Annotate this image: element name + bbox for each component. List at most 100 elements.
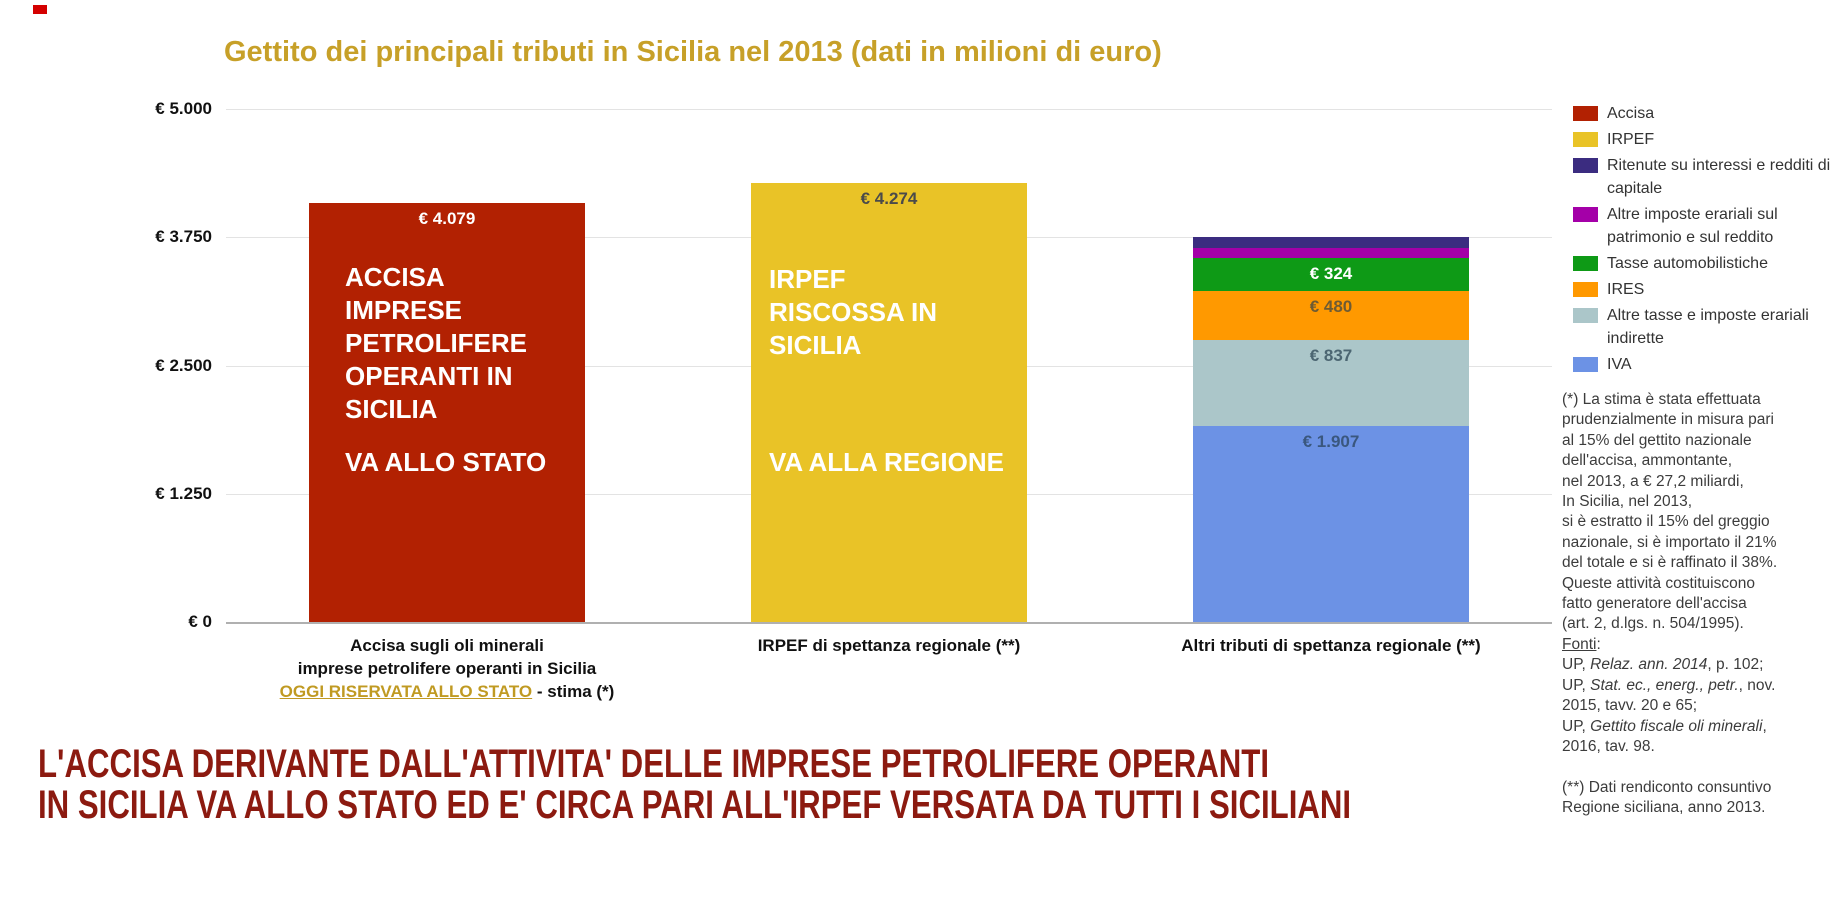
footnotes: (*) La stima è stata effettuata prudenzia… [1562,390,1846,819]
legend-item-label: IRES [1607,281,1645,298]
note-text: del totale e si è raffinato il 38%. [1562,554,1778,572]
y-axis-tick-label: € 3.750 [155,227,212,247]
annotation-line: SICILIA [769,330,862,361]
x-axis-category-label: Accisa sugli oli minerali imprese petroli… [197,634,697,703]
bar-accisa: € 4.079 ACCISA IMPRESE PETROLIFERE OPERANTI … [309,203,585,622]
annotation-line: OPERANTI IN [345,361,513,392]
legend-item-label: Tasse automobilistiche [1607,255,1768,272]
note-line: 2016, tav. 98. [1562,737,1846,757]
annotation-line: ACCISA [345,262,445,293]
note-line: Fonti: [1562,635,1846,655]
bar-altri-tributi: € 1.907 € 837 € 480 € 324 [1193,237,1469,622]
legend-item-irpef: IRPEF [1573,128,1846,151]
note-text: (*) La stima è stata effettuata [1562,391,1761,408]
note-text: si è estratto il 15% del greggio [1562,513,1770,531]
note-text: (**) Dati rendiconto consuntivo [1562,778,1772,796]
segment-value-label: € 837 [1309,346,1353,366]
category-label-text: Accisa sugli oli minerali [350,636,544,655]
bar-annotation-main: ACCISA IMPRESE PETROLIFERE OPERANTI IN SICIL… [345,261,527,426]
category-label-line: Accisa sugli oli minerali [197,634,697,657]
annotation-line: SICILIA [345,394,438,425]
red-mark [33,5,47,14]
category-label-text: IRPEF di spettanza regionale (**) [757,636,1021,655]
legend-item-accisa: Accisa [1573,102,1846,125]
legend-swatch [1573,132,1598,147]
note-line: nel 2013, a € 27,2 miliardi, [1562,472,1846,492]
note-text: Stat. ec., energ., petr. [1590,676,1739,694]
note-text: In Sicilia, nel 2013, [1562,493,1693,511]
annotation-line: IRPEF [769,264,846,295]
bar-annotation-footer: VA ALLO STATO [345,446,546,479]
bar-segment-irpef [751,183,1027,622]
bar-segment-ires [1193,291,1469,341]
note-text: dell'accisa, ammontante, [1562,452,1733,470]
note-text: (art. 2, d.lgs. n. 504/1995). [1562,615,1744,633]
legend-item-label: IVA [1607,356,1632,373]
segment-value-label: € 480 [1309,297,1353,317]
category-label-text: Altri tributi di spettanza regionale (**… [1181,636,1481,655]
legend-item-altre-tasse-e-imposte-erariali-indirette: Altre tasse e imposte erariali indirette [1573,304,1846,350]
note-text: UP, [1562,717,1591,735]
category-label-highlight: OGGI RISERVATA ALLO STATO [279,682,533,701]
bar-irpef: € 4.274 IRPEF RISCOSSA IN SICILIA VA ALLA RE… [751,183,1027,622]
note-text: al 15% del gettito nazionale [1562,431,1752,449]
gridline [226,109,1552,110]
legend-item-label: Altre tasse e imposte erariali indirette [1607,307,1809,347]
chart-legend: Accisa IRPEF Ritenute su interessi e reddi… [1573,102,1846,379]
note-text: fatto generatore dell'accisa [1562,595,1747,613]
note-text: UP, [1562,676,1591,694]
annotation-line: IMPRESE [345,295,463,326]
note-text: Relaz. ann. 2014 [1590,656,1708,674]
legend-item-ires: IRES [1573,278,1846,301]
x-axis-category-label: IRPEF di spettanza regionale (**) [639,634,1139,657]
legend-swatch [1573,106,1598,121]
legend-item-iva: IVA [1573,353,1846,376]
legend-item-altre-imposte-erariali-sul-patrimonio-e-sul-reddito: Altre imposte erariali sul patrimonio e … [1573,203,1846,249]
y-axis-tick-label: € 2.500 [155,355,212,375]
y-axis-tick-label: € 0 [188,612,212,631]
legend-swatch [1573,282,1598,297]
y-axis-tick-label: € 5.000 [155,99,212,118]
category-label-text: - stima (*) [532,682,615,701]
legend-swatch [1573,357,1598,372]
category-label-line: Altri tributi di spettanza regionale (**… [1081,634,1581,657]
note-text: 2016, tav. 98. [1562,737,1655,755]
bar-segment-altre-tasse-e-imposte-erariali-indirette [1193,340,1469,427]
bar-annotation-main: IRPEF RISCOSSA IN SICILIA [769,263,937,362]
note-text: , p. 102; [1707,656,1764,674]
headline: L'ACCISA DERIVANTE DALL'ATTIVITA' DELLE … [38,744,1721,826]
note-line: Regione siciliana, anno 2013. [1562,798,1846,818]
note-text: , [1762,717,1767,735]
note-text: Queste attività costituiscono [1562,574,1755,592]
chart-title: Gettito dei principali tributi in Sicili… [224,36,1162,68]
note-text: : [1596,635,1601,653]
legend-item-label: Accisa [1607,105,1655,122]
legend-item-label: IRPEF [1607,131,1655,148]
note-line: UP, Stat. ec., energ., petr., nov. [1562,676,1846,696]
note-text: UP, [1562,656,1591,674]
note-text: nazionale, si è importato il 21% [1562,533,1777,551]
bar-segment-ritenute-su-interessi-e-redditi-di-capitale [1193,237,1469,248]
legend-item-ritenute-su-interessi-e-redditi-di-capitale: Ritenute su interessi e redditi di capit… [1573,154,1846,200]
note-line: (**) Dati rendiconto consuntivo [1562,778,1846,798]
note-line: dell'accisa, ammontante, [1562,451,1846,471]
category-label-line: OGGI RISERVATA ALLO STATO - stima (*) [197,680,697,703]
legend-swatch [1573,158,1598,173]
x-axis-category-label: Altri tributi di spettanza regionale (**… [1081,634,1581,657]
annotation-line: RISCOSSA IN [769,297,938,328]
legend-swatch [1573,256,1598,271]
legend-item-label: Altre imposte erariali sul patrimonio e … [1607,206,1778,246]
note-line: prudenzialmente in misura pari [1562,410,1846,430]
note-line: si è estratto il 15% del greggio [1562,512,1846,532]
legend-item-label: Ritenute su interessi e redditi di capit… [1607,157,1831,197]
segment-value-label: € 4.079 [418,209,476,229]
category-label-line: imprese petrolifere operanti in Sicilia [197,657,697,680]
legend-item-tasse-automobilistiche: Tasse automobilistiche [1573,252,1846,275]
note-line: nazionale, si è importato il 21% [1562,533,1846,553]
note-text: nel 2013, a € 27,2 miliardi, [1562,472,1744,490]
legend-swatch [1573,207,1598,222]
note-line: Queste attività costituiscono [1562,574,1846,594]
note-line: In Sicilia, nel 2013, [1562,492,1846,512]
annotation-line: PETROLIFERE [345,328,528,359]
